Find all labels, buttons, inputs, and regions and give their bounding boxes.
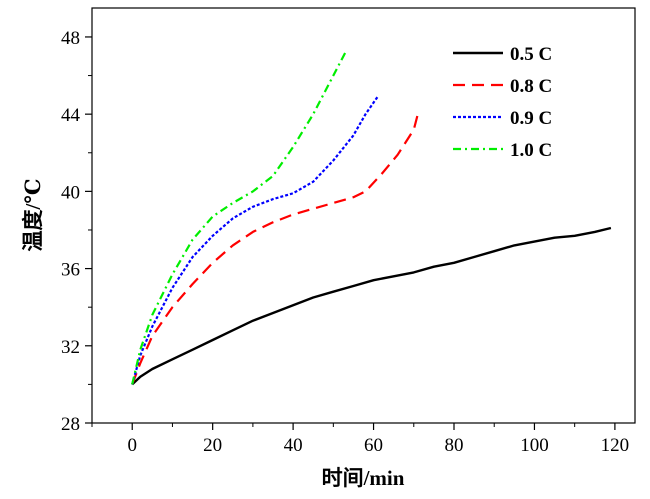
y-tick-label: 28 xyxy=(61,414,80,435)
legend-label: 0.8 C xyxy=(510,76,552,97)
legend-label: 0.9 C xyxy=(510,108,552,129)
x-tick-label: 120 xyxy=(601,435,630,456)
axis-ticks: 0 20 40 60 80 100 120 28 32 36 40 44 48 xyxy=(61,28,629,456)
series-line-1 xyxy=(131,113,419,385)
legend-label: 0.5 C xyxy=(510,44,552,65)
x-tick-label: 0 xyxy=(127,435,137,456)
series-line-3 xyxy=(131,51,347,385)
x-tick-label: 80 xyxy=(445,435,464,456)
y-tick-label: 44 xyxy=(61,105,81,126)
y-tick-label: 48 xyxy=(61,28,80,49)
series-line-2 xyxy=(131,96,379,385)
x-tick-label: 100 xyxy=(520,435,549,456)
series-layer xyxy=(131,51,612,386)
y-axis-title: 温度/℃ xyxy=(21,179,45,252)
series-line-0 xyxy=(131,226,612,386)
legend: 0.5 C 0.8 C 0.9 C 1.0 C xyxy=(453,44,552,161)
y-tick-label: 36 xyxy=(61,260,80,281)
x-axis-title: 时间/min xyxy=(322,466,405,490)
plot-frame xyxy=(91,7,636,424)
x-tick-label: 20 xyxy=(203,435,222,456)
y-tick-label: 40 xyxy=(61,182,80,203)
x-tick-label: 40 xyxy=(284,435,303,456)
x-tick-label: 60 xyxy=(364,435,383,456)
y-tick-label: 32 xyxy=(61,337,80,358)
legend-label: 1.0 C xyxy=(510,140,552,161)
